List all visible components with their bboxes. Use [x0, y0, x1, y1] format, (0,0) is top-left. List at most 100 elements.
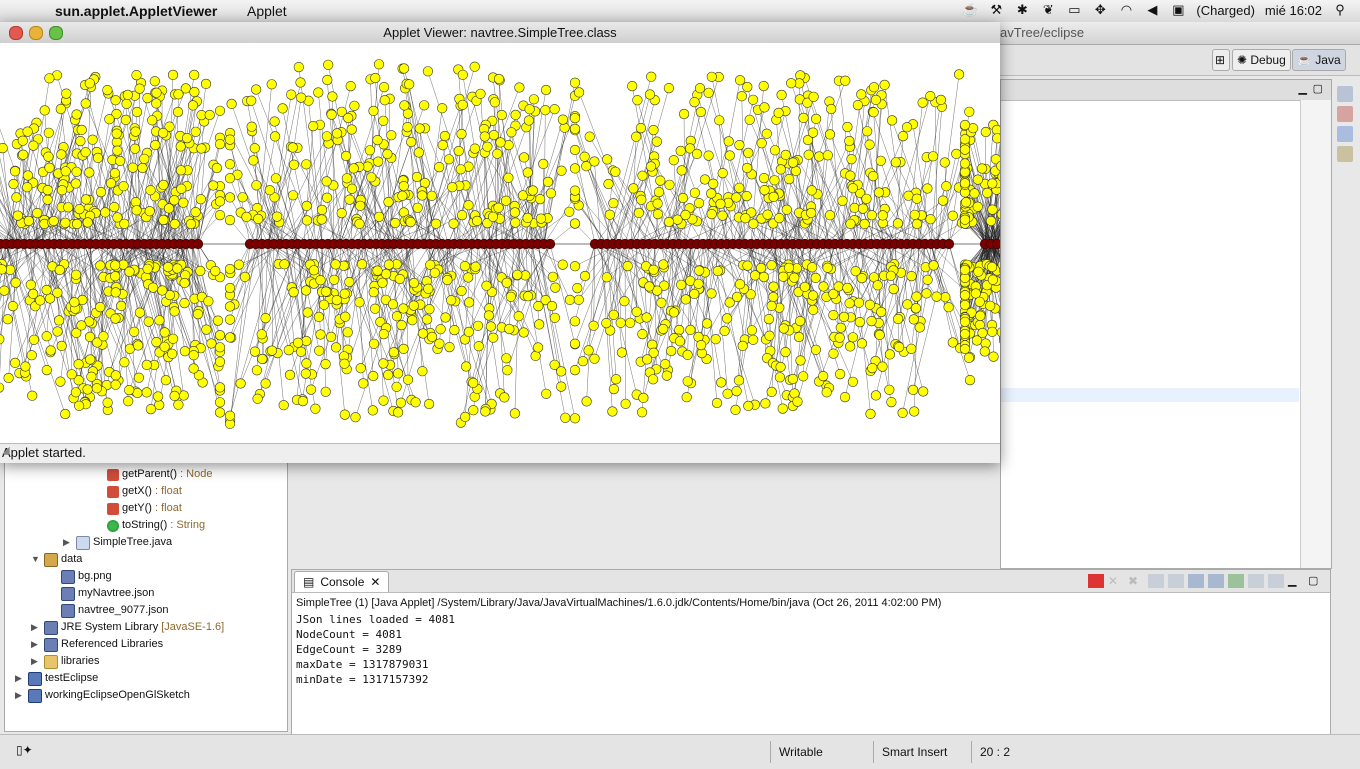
leaf-node[interactable] [346, 81, 356, 91]
leaf-node[interactable] [975, 297, 985, 307]
expand-arrow-icon[interactable]: ▶ [63, 534, 73, 551]
leaf-node[interactable] [122, 99, 132, 109]
leaf-node[interactable] [298, 396, 308, 406]
leaf-node[interactable] [434, 162, 444, 172]
leaf-node[interactable] [718, 168, 728, 178]
leaf-node[interactable] [639, 393, 649, 403]
leaf-node[interactable] [638, 329, 648, 339]
leaf-node[interactable] [533, 343, 543, 353]
leaf-node[interactable] [103, 398, 113, 408]
leaf-node[interactable] [853, 100, 863, 110]
leaf-node[interactable] [170, 391, 180, 401]
root-node[interactable] [992, 239, 1000, 249]
leaf-node[interactable] [704, 151, 714, 161]
leaf-node[interactable] [180, 346, 190, 356]
leaf-node[interactable] [72, 167, 82, 177]
leaf-node[interactable] [987, 327, 997, 337]
leaf-node[interactable] [981, 127, 991, 137]
leaf-node[interactable] [989, 352, 999, 362]
show-on-error-icon[interactable] [1208, 574, 1224, 588]
leaf-node[interactable] [246, 96, 256, 106]
leaf-node[interactable] [390, 218, 400, 228]
tree-item-gety[interactable]: getY() : float [107, 500, 182, 517]
leaf-node[interactable] [469, 405, 479, 415]
leaf-node[interactable] [110, 168, 120, 178]
leaf-node[interactable] [160, 328, 170, 338]
leaf-node[interactable] [535, 194, 545, 204]
leaf-node[interactable] [769, 292, 779, 302]
leaf-node[interactable] [253, 394, 263, 404]
leaf-node[interactable] [775, 213, 785, 223]
leaf-node[interactable] [186, 219, 196, 229]
leaf-node[interactable] [681, 210, 691, 220]
leaf-node[interactable] [253, 214, 263, 224]
minimize-icon[interactable]: ▁ [1299, 82, 1307, 95]
leaf-node[interactable] [834, 282, 844, 292]
leaf-node[interactable] [835, 369, 845, 379]
leaf-node[interactable] [578, 356, 588, 366]
leaf-node[interactable] [875, 330, 885, 340]
leaf-node[interactable] [347, 125, 357, 135]
leaf-node[interactable] [653, 199, 663, 209]
leaf-node[interactable] [782, 205, 792, 215]
spotlight-search-icon[interactable]: ⚲ [1332, 2, 1348, 18]
leaf-node[interactable] [201, 79, 211, 89]
leaf-node[interactable] [381, 269, 391, 279]
leaf-node[interactable] [470, 144, 480, 154]
leaf-node[interactable] [704, 88, 714, 98]
leaf-node[interactable] [111, 95, 121, 105]
leaf-node[interactable] [580, 152, 590, 162]
leaf-node[interactable] [868, 171, 878, 181]
leaf-node[interactable] [938, 196, 948, 206]
leaf-node[interactable] [867, 210, 877, 220]
leaf-node[interactable] [738, 341, 748, 351]
leaf-node[interactable] [550, 104, 560, 114]
leaf-node[interactable] [168, 334, 178, 344]
open-perspective-icon[interactable]: ⊞ [1212, 49, 1230, 71]
leaf-node[interactable] [745, 115, 755, 125]
leaf-node[interactable] [265, 185, 275, 195]
leaf-node[interactable] [523, 168, 533, 178]
leaf-node[interactable] [973, 202, 983, 212]
leaf-node[interactable] [384, 197, 394, 207]
leaf-node[interactable] [399, 344, 409, 354]
leaf-node[interactable] [464, 200, 474, 210]
leaf-node[interactable] [22, 182, 32, 192]
leaf-node[interactable] [204, 297, 214, 307]
leaf-node[interactable] [494, 203, 504, 213]
leaf-node[interactable] [629, 184, 639, 194]
leaf-node[interactable] [874, 188, 884, 198]
leaf-node[interactable] [880, 80, 890, 90]
leaf-node[interactable] [482, 281, 492, 291]
leaf-node[interactable] [659, 260, 669, 270]
leaf-node[interactable] [960, 159, 970, 169]
leaf-node[interactable] [388, 300, 398, 310]
leaf-node[interactable] [83, 385, 93, 395]
leaf-node[interactable] [225, 411, 235, 421]
leaf-node[interactable] [582, 161, 592, 171]
leaf-node[interactable] [793, 397, 803, 407]
leaf-node[interactable] [225, 302, 235, 312]
leaf-node[interactable] [4, 373, 14, 383]
leaf-node[interactable] [759, 173, 769, 183]
leaf-node[interactable] [155, 316, 165, 326]
leaf-node[interactable] [854, 298, 864, 308]
leaf-node[interactable] [869, 82, 879, 92]
leaf-node[interactable] [327, 110, 337, 120]
leaf-node[interactable] [692, 149, 702, 159]
leaf-node[interactable] [396, 398, 406, 408]
leaf-node[interactable] [808, 291, 818, 301]
leaf-node[interactable] [616, 318, 626, 328]
leaf-node[interactable] [843, 283, 853, 293]
leaf-node[interactable] [707, 72, 717, 82]
leaf-node[interactable] [642, 313, 652, 323]
leaf-node[interactable] [120, 219, 130, 229]
leaf-node[interactable] [56, 104, 66, 114]
leaf-node[interactable] [636, 123, 646, 133]
leaf-node[interactable] [695, 83, 705, 93]
leaf-node[interactable] [775, 373, 785, 383]
tree-item-bg-png[interactable]: bg.png [61, 568, 112, 585]
leaf-node[interactable] [825, 130, 835, 140]
leaf-node[interactable] [720, 326, 730, 336]
leaf-node[interactable] [159, 180, 169, 190]
